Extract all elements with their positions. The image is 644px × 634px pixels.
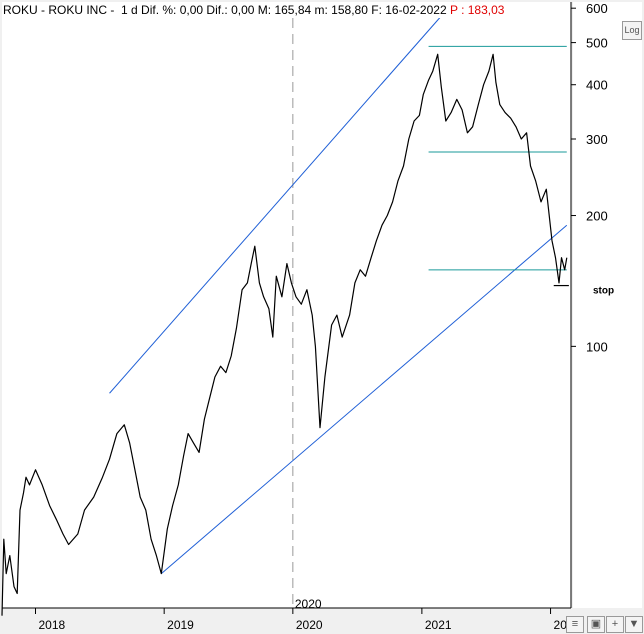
y-tick-label: 500	[586, 36, 608, 51]
y-tick-label: 600	[586, 1, 608, 16]
pin-icon[interactable]: ▼	[625, 616, 643, 633]
log-scale-toggle[interactable]: Log	[622, 21, 642, 40]
x-tick-label: 2019	[167, 618, 194, 632]
plot-area	[2, 2, 571, 608]
y-tick-label: 300	[586, 132, 608, 147]
add-icon[interactable]: +	[606, 616, 624, 633]
dif-label: Dif.: 0,00	[206, 3, 255, 17]
price-series	[1, 53, 568, 616]
y-axis-area	[573, 2, 642, 608]
min-label: m: 158,80	[314, 3, 368, 17]
link-icon[interactable]: ≡	[566, 616, 584, 633]
trend-channel-line	[109, 1, 454, 394]
stop-label: stop	[593, 286, 614, 297]
x-tick-label: 2018	[38, 618, 65, 632]
dif-pct-label: Dif. %: 0,00	[141, 3, 204, 17]
price-series-line	[1, 53, 568, 616]
chart-header: ROKU - ROKU INC - 1 d Dif. %: 0,00 Dif.:…	[3, 2, 507, 18]
max-label: M: 165,84	[257, 3, 312, 17]
price-label: P : 183,03	[449, 3, 505, 17]
y-tick-group: 600 500 400 300 200 100	[571, 1, 608, 354]
date-label: F: 16-02-2022	[371, 3, 447, 17]
trend-channel-line	[161, 224, 568, 574]
save-icon[interactable]: ▣	[587, 616, 605, 633]
x-tick-label: 2021	[425, 618, 452, 632]
y-tick-label: 400	[586, 78, 608, 93]
year-marker-label: 2020	[295, 597, 322, 611]
y-tick-label: 200	[586, 209, 608, 224]
annotation-lines: stop	[109, 1, 614, 574]
ticker-label: ROKU - ROKU INC -	[3, 3, 115, 17]
x-tick-label: 2020	[296, 618, 323, 632]
y-tick-label: 100	[586, 339, 608, 354]
period-label: 1 d	[121, 3, 138, 17]
